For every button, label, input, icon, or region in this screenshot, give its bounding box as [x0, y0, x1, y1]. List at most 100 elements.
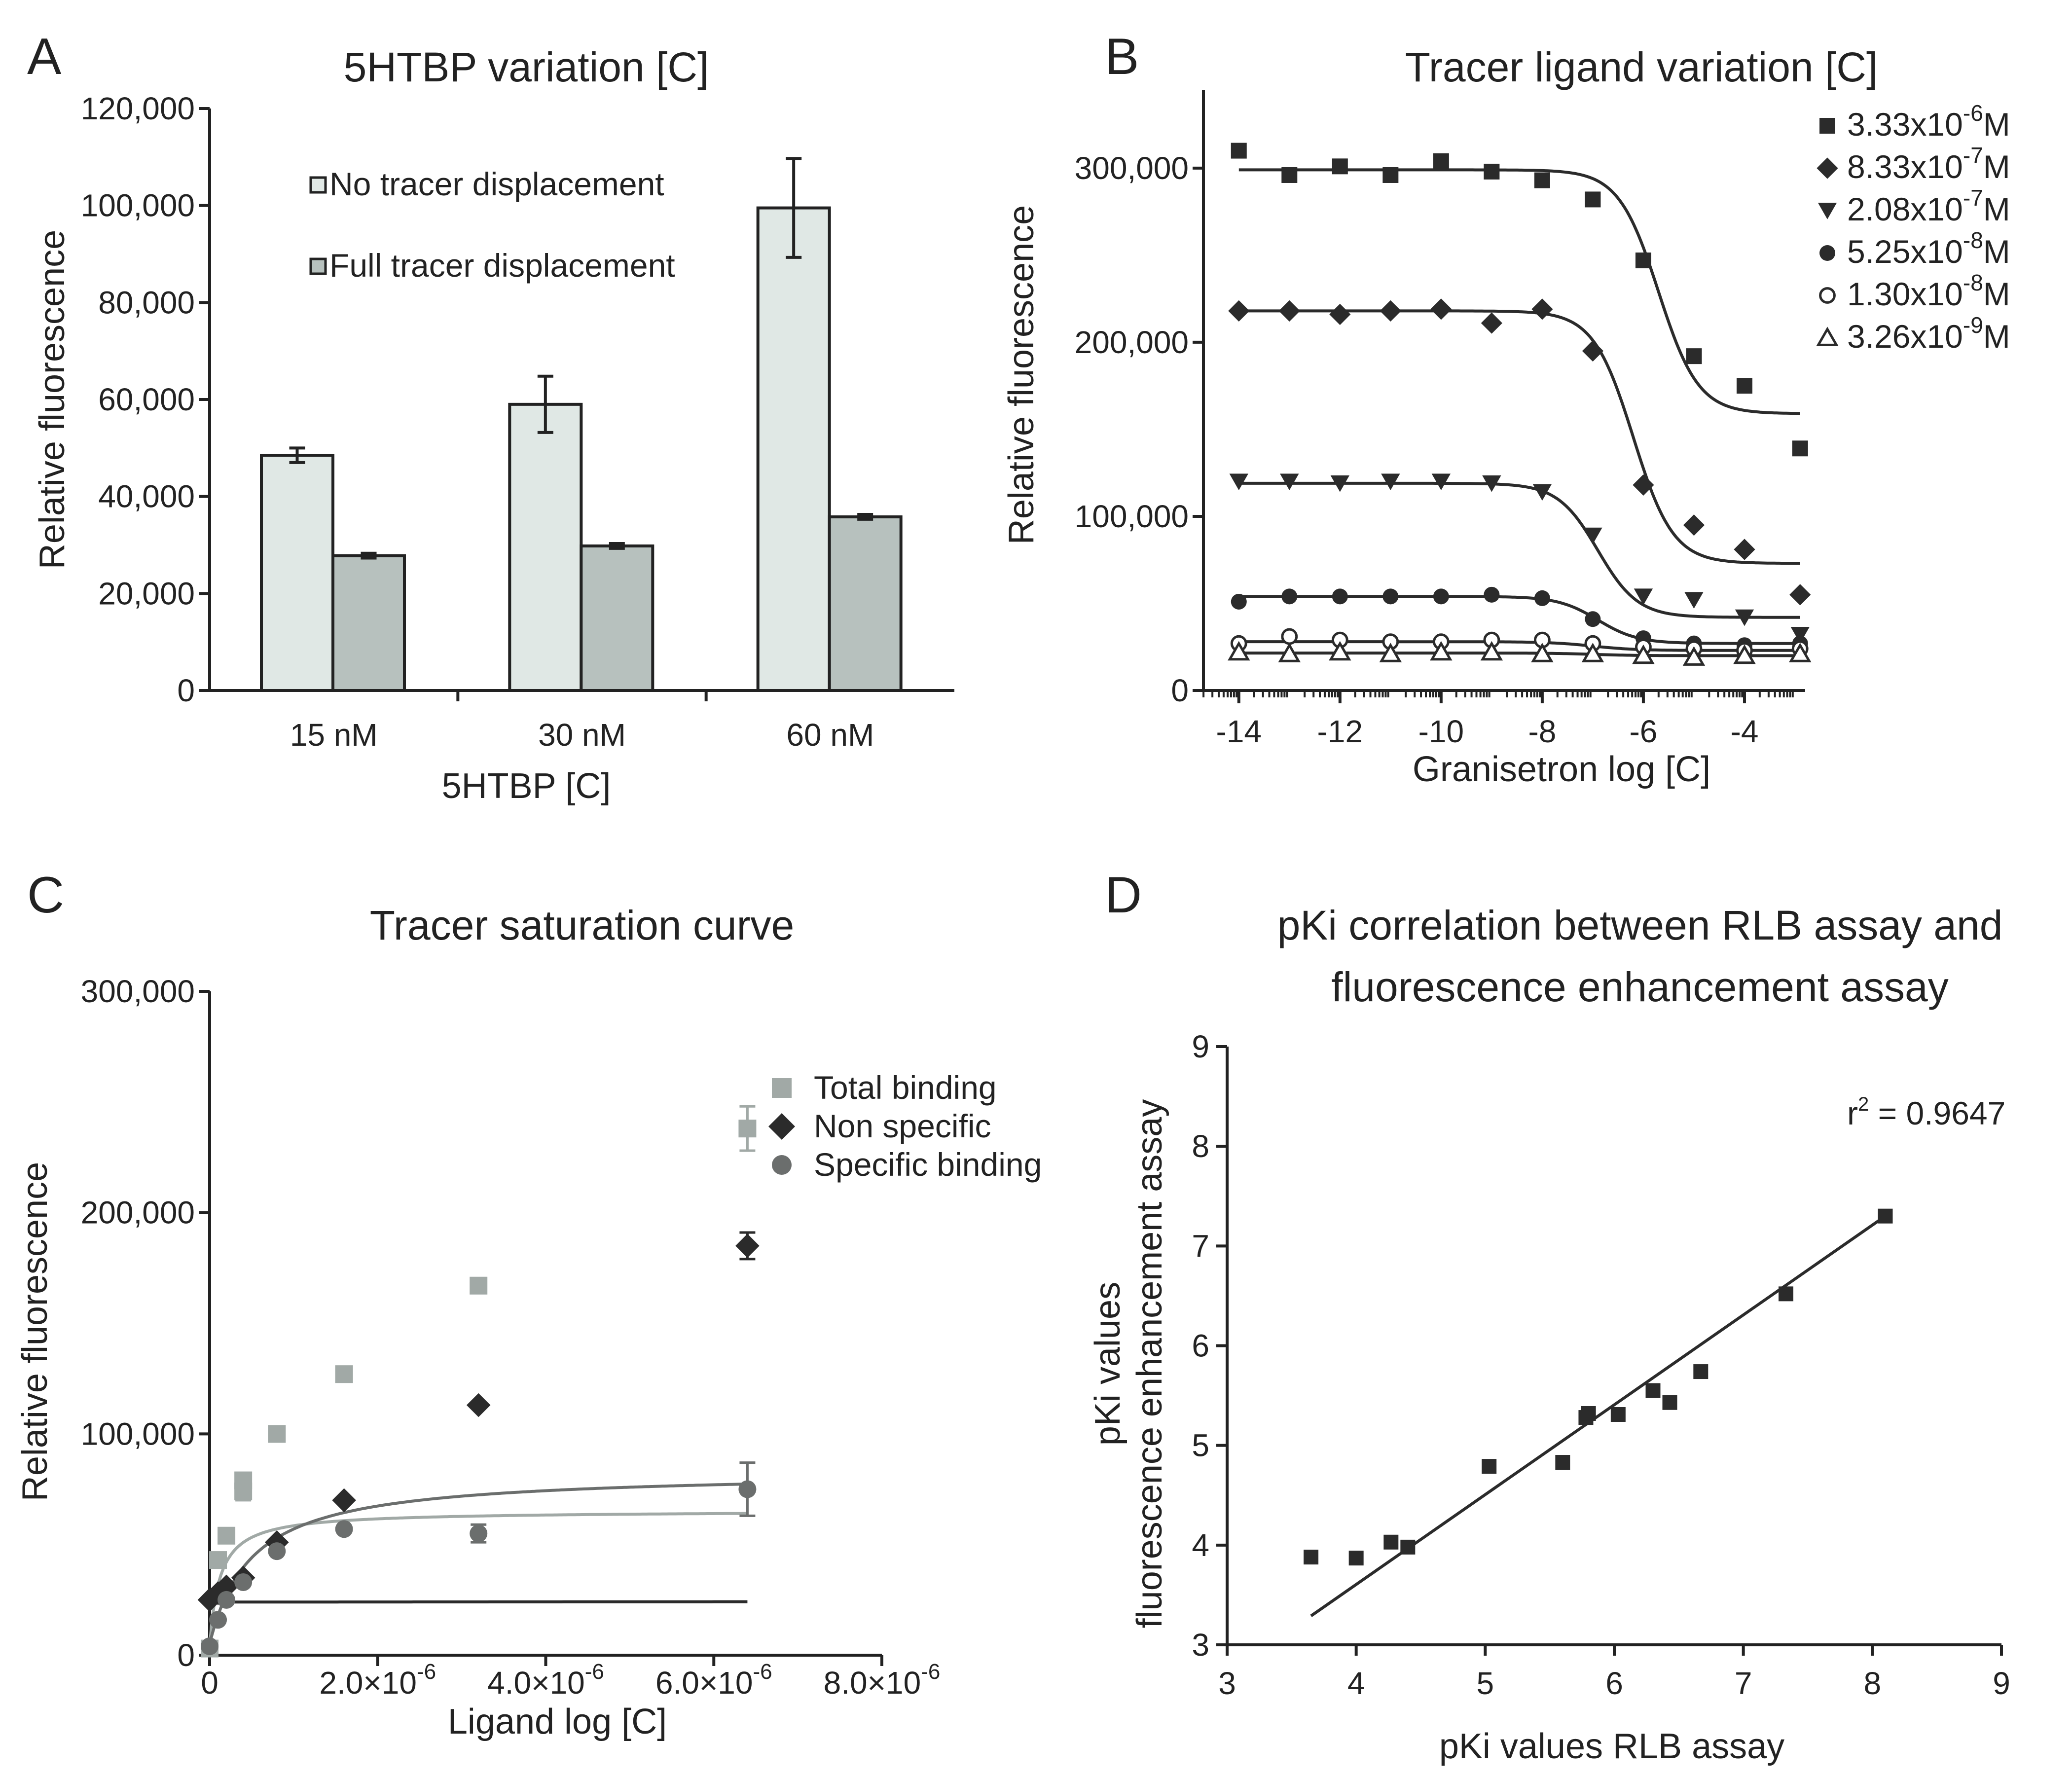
data-point: [1482, 1459, 1497, 1474]
x-tick-label: 4: [1347, 1666, 1365, 1701]
panel-letter-b: B: [1105, 28, 1139, 85]
legend-label-exponent: -7: [1963, 143, 1983, 168]
x-tick-mantissa: 8.0×10: [824, 1665, 921, 1701]
y-tick-label: 6: [1192, 1328, 1209, 1364]
data-point: [1330, 475, 1350, 492]
x-tick-label: -10: [1418, 714, 1464, 749]
data-point: [1433, 153, 1449, 169]
y-tick-label: 0: [177, 1637, 195, 1673]
legend-label-exponent: -9: [1963, 312, 1983, 338]
y-tick-label: 5: [1192, 1428, 1209, 1463]
x-tick-mantissa: 6.0×10: [655, 1665, 753, 1701]
y-tick-label: 9: [1192, 1029, 1209, 1064]
data-point: [1633, 474, 1654, 496]
panel-b-dose-response-chart: Tracer ligand variation [C] Granisetron …: [1002, 44, 2010, 789]
legend-marker: [1819, 245, 1835, 261]
data-point: [268, 1425, 286, 1443]
x-tick-label: 6: [1605, 1666, 1623, 1701]
data-point: [332, 1488, 356, 1513]
data-point: [201, 1637, 218, 1656]
data-point: [1790, 627, 1810, 644]
bar: [580, 544, 654, 692]
panel-d-correlation-chart: pKi correlation between RLB assay and fl…: [1088, 902, 2010, 1766]
bar: [260, 454, 334, 692]
x-tick-label: 7: [1735, 1666, 1752, 1701]
panel-c-title: Tracer saturation curve: [370, 902, 795, 948]
r-squared-value: = 0.9647: [1869, 1095, 2005, 1131]
legend-swatch-no-tracer: [309, 176, 327, 194]
bar: [331, 554, 406, 692]
data-point: [1684, 592, 1704, 609]
data-point: [735, 1233, 760, 1258]
x-tick-exponent: -6: [753, 1660, 772, 1684]
y-tick-label: 80,000: [98, 285, 195, 320]
data-point: [1431, 473, 1451, 490]
panel-letter-a: A: [27, 28, 62, 85]
data-point: [214, 1574, 239, 1599]
legend-label-unit: M: [1983, 233, 2010, 270]
legend-label-mantissa: 2.08x10: [1847, 191, 1963, 227]
data-point: [1735, 609, 1754, 626]
x-tick-mantissa: 0: [201, 1665, 218, 1701]
x-tick-mantissa: 2.0×10: [319, 1665, 417, 1701]
data-point: [1380, 300, 1401, 322]
y-tick-label: 7: [1192, 1228, 1209, 1264]
data-point: [1585, 611, 1601, 627]
data-point: [1582, 340, 1604, 362]
data-point: [1789, 584, 1811, 606]
legend-marker: [1819, 287, 1836, 304]
legend-marker: [1816, 326, 1839, 346]
data-point: [1382, 588, 1399, 605]
bar: [756, 206, 831, 692]
data-point: [335, 1365, 353, 1383]
data-point: [1583, 527, 1602, 544]
data-point: [470, 1276, 488, 1295]
legend-label-unit: M: [1983, 106, 2010, 143]
data-point: [1662, 1395, 1677, 1410]
data-point: [1534, 172, 1550, 188]
panel-d-ylabel-line-1: pKi values: [1088, 1282, 1127, 1446]
x-tick-label: -4: [1731, 714, 1759, 749]
y-tick-label: 0: [177, 673, 195, 708]
data-point: [209, 1551, 227, 1569]
data-point: [206, 1581, 230, 1605]
data-point: [234, 1482, 253, 1500]
data-point: [1400, 1539, 1416, 1555]
legend-marker: [772, 1078, 792, 1098]
legend-label-unit: M: [1983, 318, 2010, 355]
panel-b-xlabel: Granisetron log [C]: [1413, 750, 1710, 789]
data-point: [1281, 628, 1298, 645]
data-point: [1686, 348, 1702, 364]
x-tick-exponent: -6: [921, 1660, 940, 1684]
data-point: [1430, 298, 1452, 320]
x-tick-label: 0: [201, 1665, 218, 1701]
x-tick-label: 60 nM: [786, 717, 874, 753]
y-tick-label: 120,000: [81, 91, 195, 126]
x-tick-exponent: -6: [585, 1660, 604, 1684]
x-tick-label: 9: [1993, 1666, 2010, 1701]
y-tick-label: 200,000: [81, 1195, 195, 1231]
legend-label-mantissa: 1.30x10: [1847, 276, 1963, 312]
legend-label: 8.33x10-7M: [1847, 143, 2010, 185]
data-point: [1484, 163, 1500, 180]
panel-d-r-squared: r2 = 0.9647: [1847, 1093, 2005, 1131]
regression-line: [1310, 1215, 1887, 1617]
panel-b-axes: 0 100,000 200,000 300,000 -14 -12 -10 -8 -6 -4: [1075, 90, 1805, 749]
data-point: [1634, 588, 1653, 605]
data-point: [1383, 1534, 1399, 1550]
legend-marker: [1819, 118, 1835, 134]
y-tick-label: 3: [1192, 1627, 1209, 1663]
legend-label-exponent: -8: [1963, 270, 1983, 295]
panel-d-ylabel-line-2: fluorescence enhancement assay: [1130, 1099, 1169, 1629]
data-point: [1581, 643, 1604, 662]
bar: [508, 402, 583, 692]
data-point: [218, 1591, 236, 1609]
x-tick-label: 8: [1864, 1666, 1882, 1701]
panel-letter-c: C: [27, 867, 64, 924]
legend-label-mantissa: 3.26x10: [1847, 318, 1963, 355]
r-squared-sup: 2: [1858, 1093, 1869, 1115]
panel-d-xlabel: pKi values RLB assay: [1439, 1727, 1784, 1766]
panel-a-legend: No tracer displacement Full tracer displ…: [309, 166, 675, 284]
